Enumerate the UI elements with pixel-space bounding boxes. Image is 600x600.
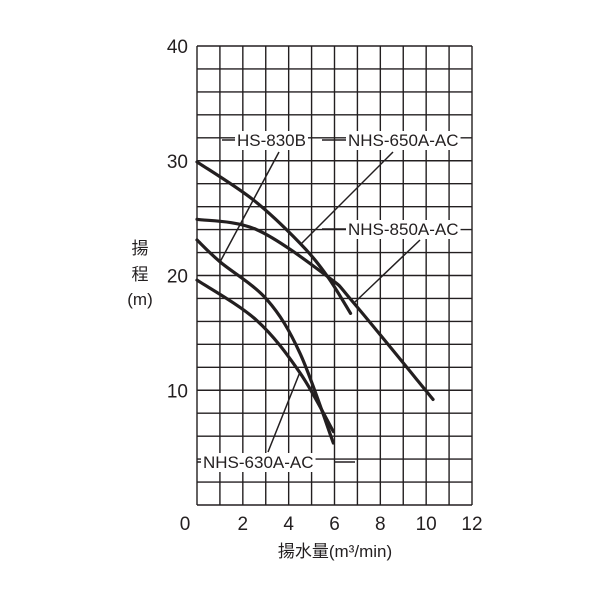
series-curve-nhs-650a-ac — [195, 160, 353, 315]
series-curve-hs-830b — [195, 238, 335, 445]
x-tick-label: 6 — [329, 514, 340, 535]
y-tick-label: 10 — [167, 381, 188, 402]
label-background — [346, 220, 461, 239]
leader-line — [299, 151, 394, 246]
leader-line — [219, 151, 280, 263]
x-tick-label: 12 — [461, 514, 482, 535]
y-tick-label: 20 — [167, 267, 188, 288]
label-background — [346, 131, 461, 150]
x-tick-label: 8 — [375, 514, 386, 535]
label-background — [201, 453, 316, 472]
series-curve-nhs-850a-ac — [195, 217, 435, 402]
x-tick-label: 4 — [283, 514, 294, 535]
y-axis-label: 揚 程 (m) — [127, 239, 152, 309]
x-tick-label: 0 — [180, 514, 191, 535]
y-label-char-2: 程 — [132, 265, 149, 284]
label-nhs-650a-ac: NHS-650A-AC — [348, 131, 459, 150]
label-background — [235, 131, 308, 150]
x-tick-label: 10 — [416, 514, 437, 535]
label-nhs-850a-ac: NHS-850A-AC — [348, 220, 459, 239]
tick-labels: 0 2 4 6 8 10 12 10 20 30 40 — [167, 37, 483, 535]
y-tick-label: 40 — [167, 37, 188, 58]
curves — [195, 160, 435, 445]
leader-line — [354, 239, 421, 303]
series-labels: HS-830B NHS-650A-AC NHS-850A-AC NHS-630A… — [201, 131, 461, 472]
y-label-unit: (m) — [127, 290, 152, 309]
y-tick-label: 30 — [167, 152, 188, 173]
series-curve-nhs-630a-ac — [195, 278, 335, 434]
leader-lines — [197, 139, 421, 463]
label-hs-830b: HS-830B — [237, 131, 306, 150]
label-nhs-630a-ac: NHS-630A-AC — [203, 453, 314, 472]
grid — [196, 45, 473, 506]
x-axis-label: 揚水量(m³/min) — [278, 542, 392, 561]
x-tick-label: 2 — [238, 514, 249, 535]
leader-line — [267, 371, 301, 453]
y-label-char-1: 揚 — [132, 239, 149, 258]
